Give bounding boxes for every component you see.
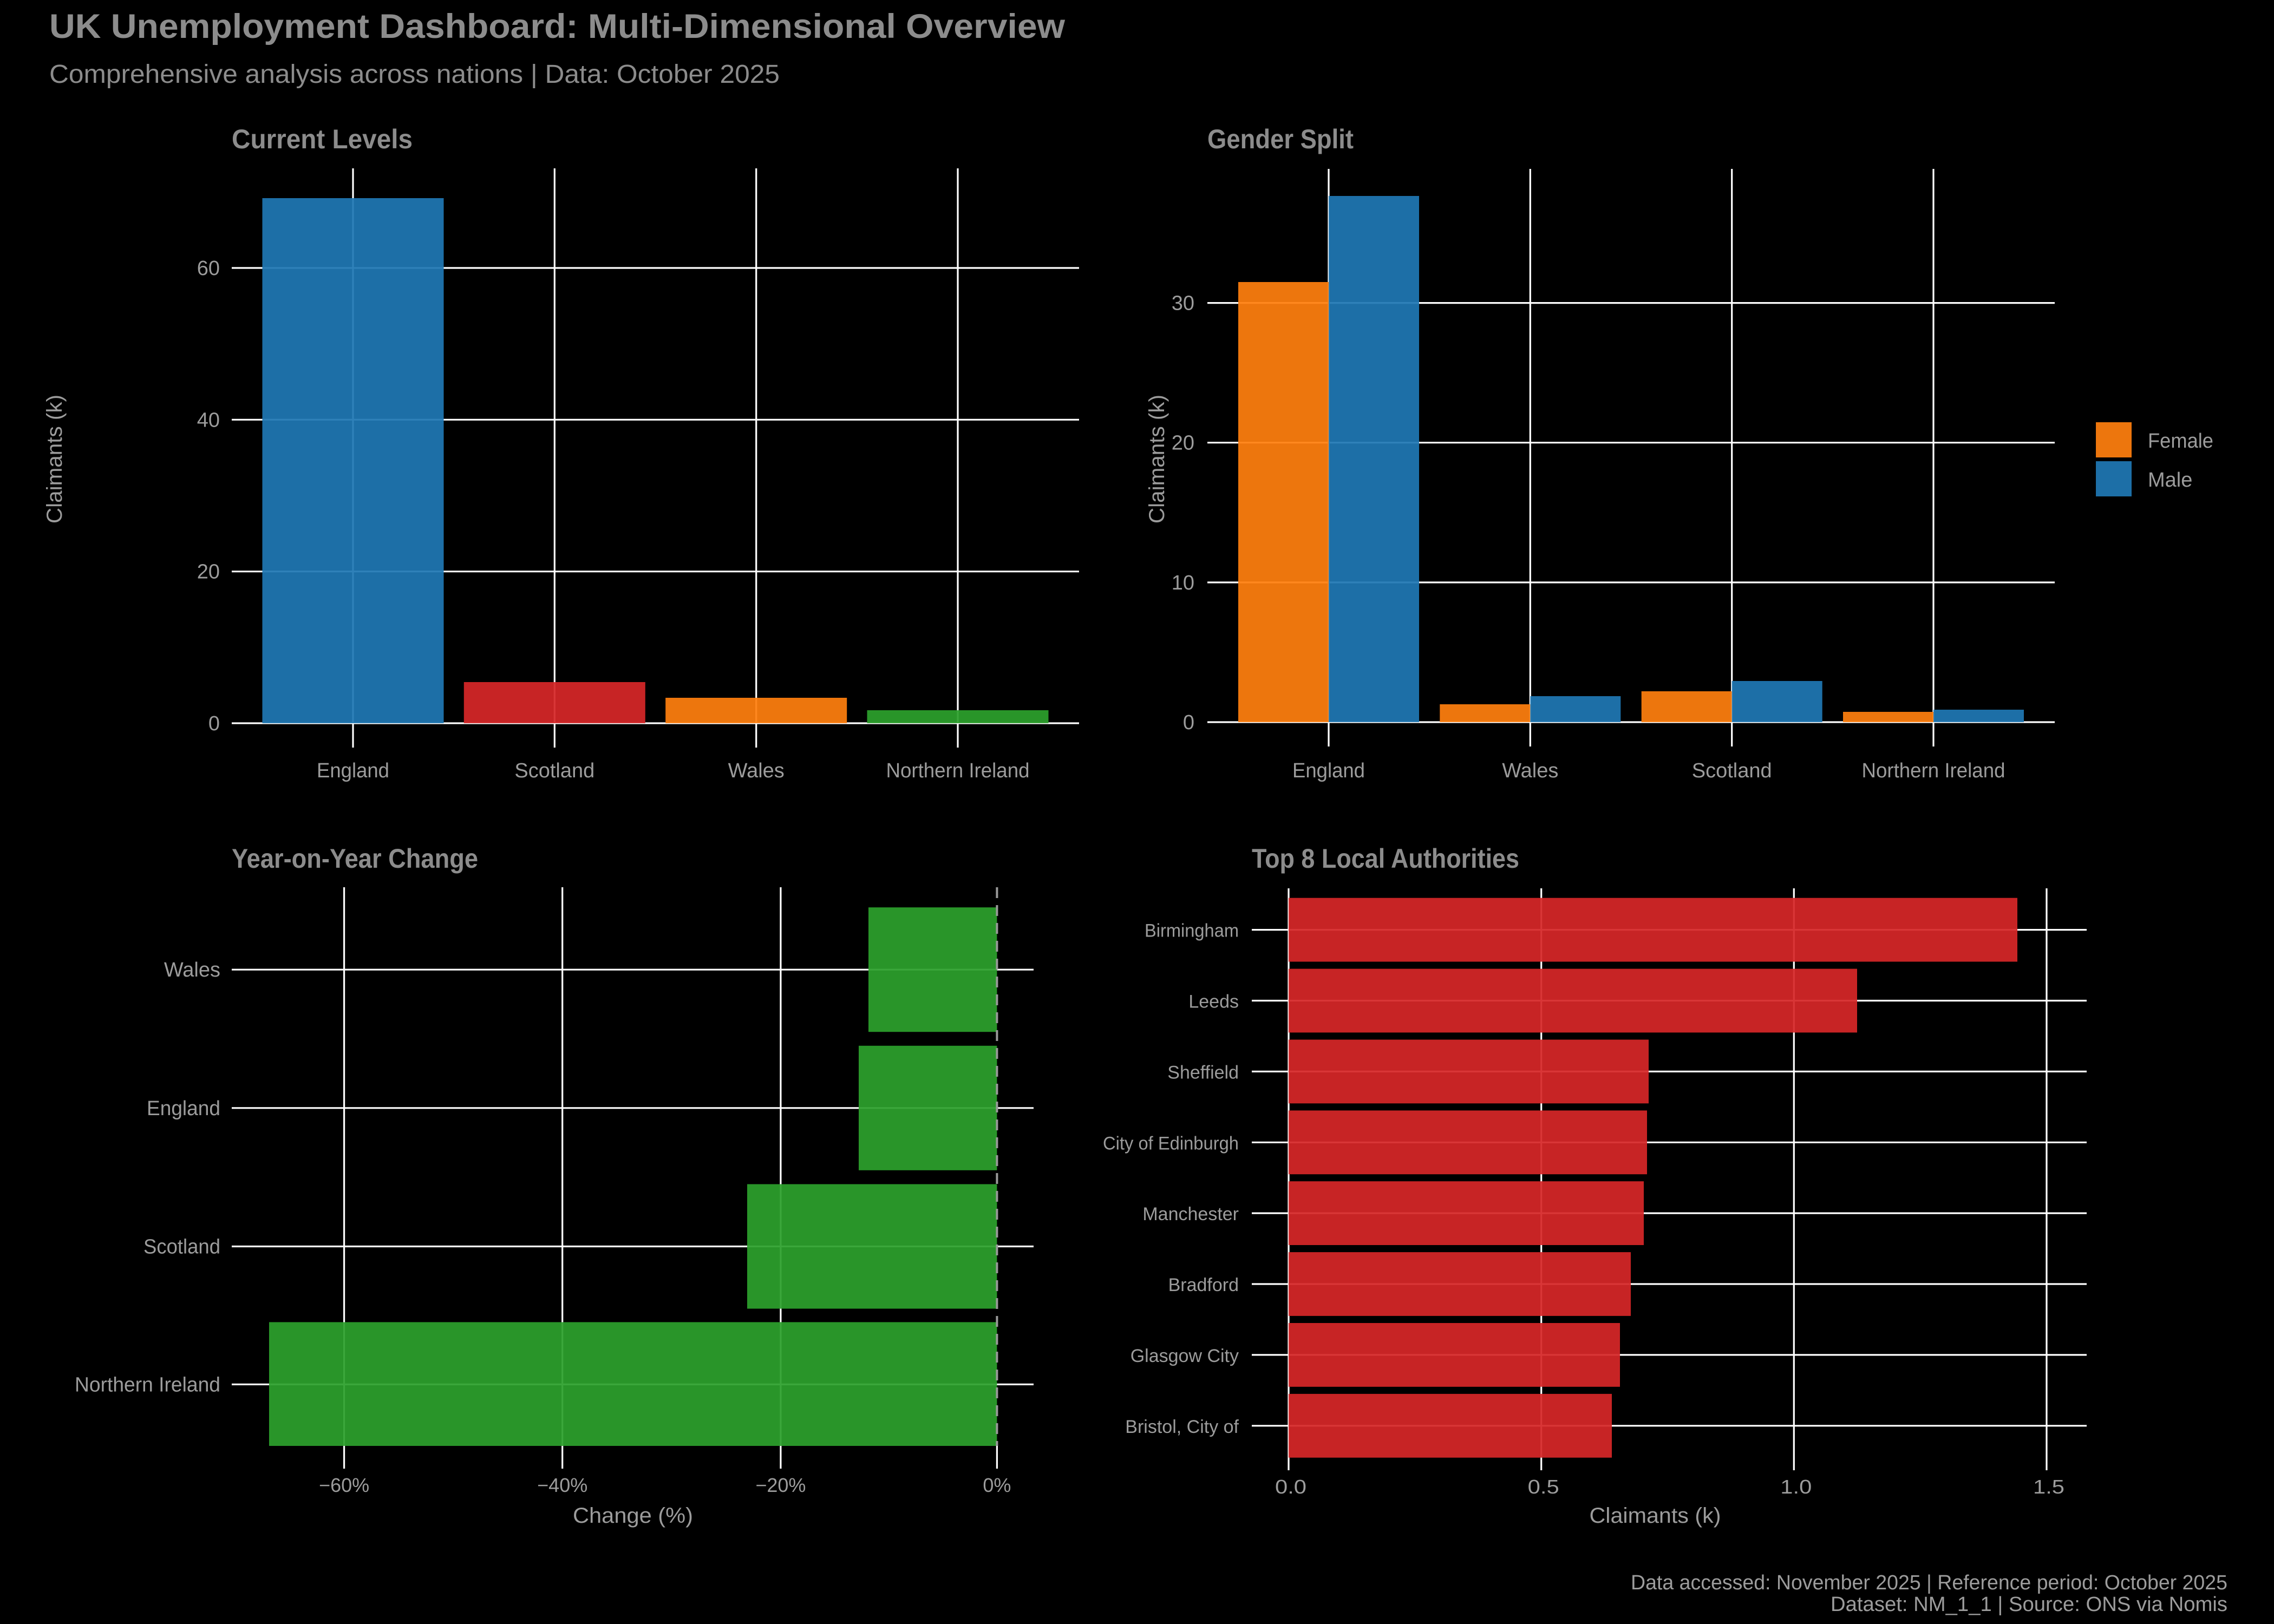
svg-text:Comprehensive analysis across: Comprehensive analysis across nations | … <box>49 60 780 89</box>
svg-text:Year-on-Year Change: Year-on-Year Change <box>232 843 478 874</box>
svg-text:Wales: Wales <box>728 759 785 782</box>
svg-text:20: 20 <box>1172 432 1194 455</box>
svg-text:1.0: 1.0 <box>1780 1476 1812 1498</box>
svg-text:Birmingham: Birmingham <box>1145 921 1239 941</box>
svg-text:−40%: −40% <box>537 1474 587 1496</box>
svg-text:20: 20 <box>197 561 220 584</box>
svg-text:Female: Female <box>2148 430 2213 453</box>
svg-text:Dataset: NM_1_1 | Source: ONS: Dataset: NM_1_1 | Source: ONS via Nomis <box>1831 1593 2227 1616</box>
svg-text:60: 60 <box>197 257 220 280</box>
svg-text:Scotland: Scotland <box>514 759 594 782</box>
svg-text:Leeds: Leeds <box>1188 992 1239 1012</box>
svg-text:0: 0 <box>1183 711 1194 734</box>
svg-text:Northern Ireland: Northern Ireland <box>886 759 1030 782</box>
svg-text:England: England <box>1292 759 1365 782</box>
svg-text:England: England <box>317 759 389 782</box>
svg-text:Bradford: Bradford <box>1168 1275 1239 1295</box>
svg-text:0.0: 0.0 <box>1275 1476 1306 1498</box>
svg-text:UK Unemployment Dashboard: Mul: UK Unemployment Dashboard: Multi-Dimensi… <box>49 8 1066 45</box>
svg-text:Top 8 Local Authorities: Top 8 Local Authorities <box>1252 843 1519 874</box>
svg-text:Scotland: Scotland <box>1692 759 1772 782</box>
svg-text:−60%: −60% <box>319 1474 369 1496</box>
svg-text:1.5: 1.5 <box>2033 1476 2064 1498</box>
svg-text:City of Edinburgh: City of Edinburgh <box>1103 1133 1239 1154</box>
svg-text:10: 10 <box>1172 572 1194 594</box>
svg-text:Claimants (k): Claimants (k) <box>1145 395 1169 523</box>
svg-text:Gender Split: Gender Split <box>1207 124 1354 154</box>
svg-text:40: 40 <box>197 409 220 431</box>
svg-text:0.5: 0.5 <box>1528 1476 1559 1498</box>
svg-text:Wales: Wales <box>1502 759 1558 782</box>
svg-text:Northern Ireland: Northern Ireland <box>75 1373 220 1396</box>
svg-text:30: 30 <box>1172 292 1194 315</box>
svg-text:Sheffield: Sheffield <box>1167 1062 1239 1083</box>
svg-text:0: 0 <box>208 712 220 735</box>
svg-text:−20%: −20% <box>755 1474 806 1496</box>
svg-text:Northern Ireland: Northern Ireland <box>1862 759 2005 782</box>
svg-text:Glasgow City: Glasgow City <box>1131 1346 1239 1366</box>
svg-text:Scotland: Scotland <box>143 1236 220 1259</box>
svg-text:Claimants (k): Claimants (k) <box>43 395 67 523</box>
svg-text:Change (%): Change (%) <box>573 1504 693 1528</box>
svg-text:Male: Male <box>2148 469 2192 492</box>
svg-text:Data accessed: November 2025 |: Data accessed: November 2025 | Reference… <box>1631 1571 2227 1594</box>
svg-text:England: England <box>147 1097 220 1120</box>
svg-text:Manchester: Manchester <box>1142 1204 1239 1224</box>
svg-text:Bristol, City of: Bristol, City of <box>1125 1417 1239 1437</box>
svg-text:0%: 0% <box>983 1474 1011 1496</box>
svg-text:Current Levels: Current Levels <box>232 124 413 154</box>
svg-text:Wales: Wales <box>164 959 220 981</box>
svg-text:Claimants (k): Claimants (k) <box>1590 1504 1721 1528</box>
